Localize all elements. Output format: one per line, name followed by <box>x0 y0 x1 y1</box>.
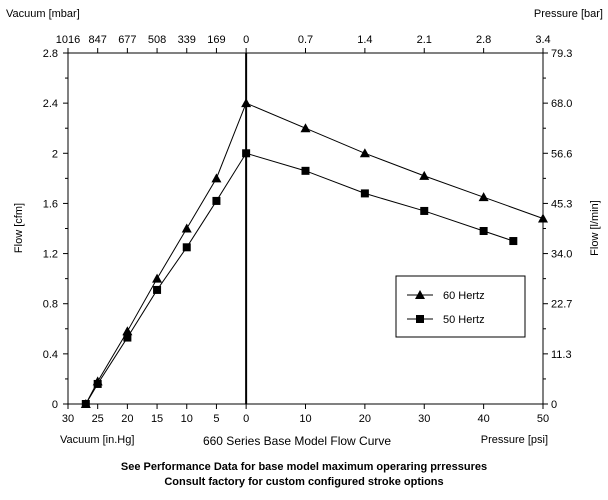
plot-frame <box>67 52 544 405</box>
series-layer <box>80 98 548 408</box>
top-tick-label: 0 <box>243 34 249 46</box>
data-point-square <box>93 379 102 388</box>
top-tick-label: 677 <box>118 34 136 46</box>
x-tick-label: 10 <box>299 413 311 425</box>
data-point-square <box>153 285 162 294</box>
data-point-square <box>81 400 90 408</box>
series-line-1 <box>85 152 514 405</box>
chart-title: 660 Series Base Model Flow Curve <box>203 434 391 448</box>
top-tick-label: 169 <box>207 34 225 46</box>
x-tick-label: 20 <box>359 413 371 425</box>
y2-tick-label: 0 <box>551 399 557 411</box>
note-line-1: See Performance Data for base model maxi… <box>121 461 487 473</box>
data-point-triangle <box>478 192 489 202</box>
legend-marker-60hz <box>415 290 425 299</box>
legend-box <box>395 275 526 338</box>
x-tick-label: 15 <box>151 413 163 425</box>
top-tick-label: 508 <box>148 34 166 46</box>
note-line-2: Consult factory for custom configured st… <box>164 476 443 488</box>
data-point-triangle <box>359 148 370 158</box>
top-tick-label: 339 <box>178 34 196 46</box>
x-tick-label: 30 <box>62 413 74 425</box>
y2-tick-label: 45.3 <box>551 198 572 210</box>
bottom-left-axis-title: Vacuum [in.Hg] <box>60 434 134 446</box>
y2-tick-label: 56.6 <box>551 148 572 160</box>
y-tick-label: 2 <box>52 148 58 160</box>
data-point-square <box>182 243 191 252</box>
y2-tick-label: 22.7 <box>551 299 572 311</box>
data-point-triangle <box>300 123 311 133</box>
data-point-square <box>360 189 369 198</box>
data-point-triangle <box>419 170 430 180</box>
y-tick-label: 0 <box>52 399 58 411</box>
top-tick-label: 2.1 <box>417 34 432 46</box>
data-point-square <box>212 196 221 205</box>
top-tick-label: 1016 <box>56 34 80 46</box>
data-point-square <box>420 206 429 215</box>
data-point-square <box>123 333 132 342</box>
data-point-square <box>509 237 518 246</box>
legend: 60 Hertz 50 Hertz <box>395 275 526 338</box>
data-point-triangle <box>211 173 222 183</box>
top-right-axis-title: Pressure [bar] <box>534 8 603 20</box>
x-tick-label: 20 <box>121 413 133 425</box>
y2-tick-label: 11.3 <box>551 349 572 361</box>
legend-label-50hz: 50 Hertz <box>443 314 485 326</box>
y-tick-label: 1.2 <box>43 249 58 261</box>
x-tick-label: 5 <box>213 413 219 425</box>
y2-tick-label: 68.0 <box>551 98 572 110</box>
data-point-square <box>479 227 488 236</box>
legend-marker-50hz <box>416 315 424 323</box>
data-point-triangle <box>538 213 548 223</box>
top-tick-label: 0.7 <box>298 34 313 46</box>
x-tick-label: 30 <box>418 413 430 425</box>
top-left-axis-title: Vacuum [mbar] <box>6 8 80 20</box>
bottom-right-axis-title: Pressure [psi] <box>481 434 548 446</box>
top-tick-label: 3.4 <box>535 34 550 46</box>
y-tick-label: 1.6 <box>43 198 58 210</box>
x-tick-label: 50 <box>537 413 549 425</box>
series-line-0 <box>85 102 544 405</box>
top-tick-label: 1.4 <box>357 34 372 46</box>
y-tick-label: 2.8 <box>43 48 58 60</box>
data-point-square <box>242 149 251 158</box>
x-tick-label: 40 <box>478 413 490 425</box>
y2-tick-label: 34.0 <box>551 249 572 261</box>
x-tick-label: 10 <box>181 413 193 425</box>
y2-tick-label: 79.3 <box>551 48 572 60</box>
data-point-triangle <box>241 98 252 108</box>
y-axis-title: Flow [cfm] <box>13 203 25 253</box>
y-tick-label: 0.8 <box>43 299 58 311</box>
top-tick-label: 847 <box>89 34 107 46</box>
data-point-triangle <box>181 223 192 233</box>
x-tick-label: 25 <box>92 413 104 425</box>
top-tick-label: 2.8 <box>476 34 491 46</box>
data-point-square <box>301 166 310 175</box>
legend-label-60hz: 60 Hertz <box>443 290 485 302</box>
y2-axis-title: Flow [l/min] <box>589 200 601 256</box>
data-point-triangle <box>152 273 163 283</box>
y-tick-label: 0.4 <box>43 349 58 361</box>
y-tick-label: 2.4 <box>43 98 58 110</box>
x-tick-label: 0 <box>243 413 249 425</box>
